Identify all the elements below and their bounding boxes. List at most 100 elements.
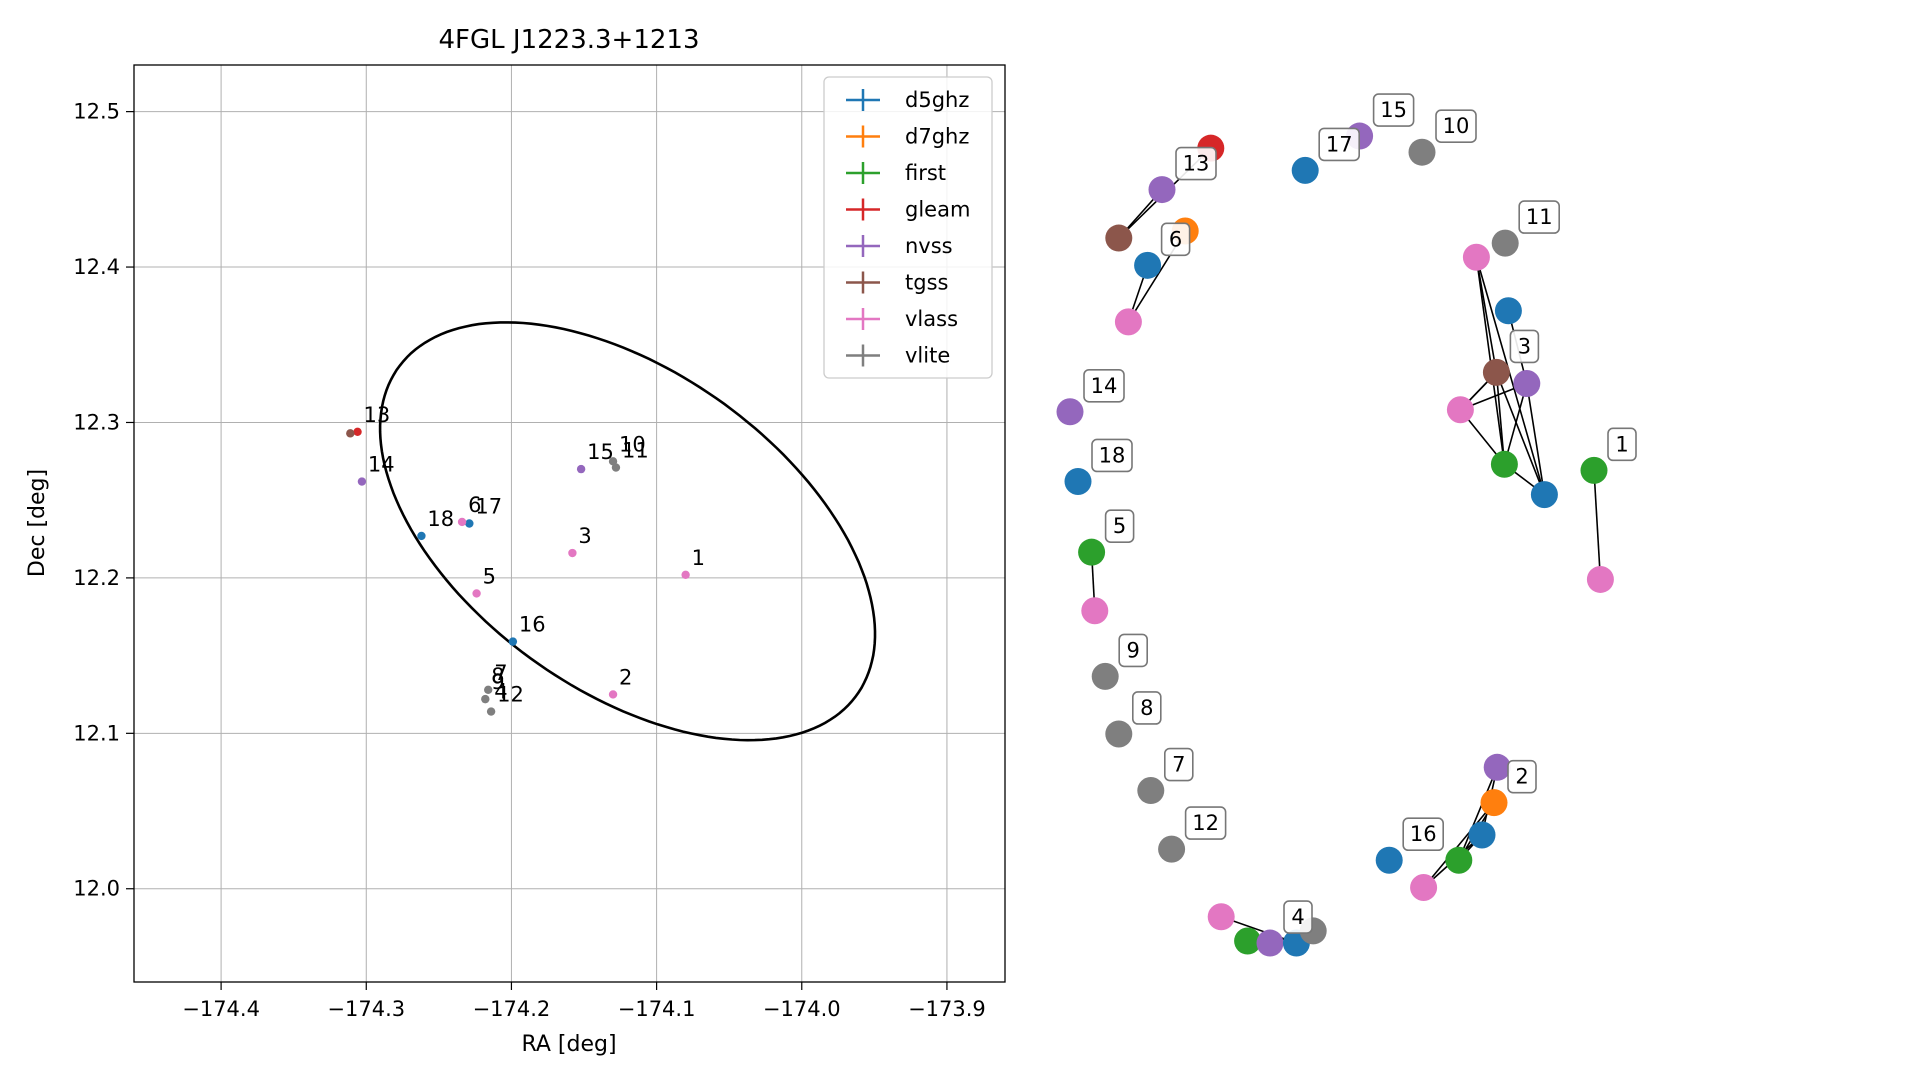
network-node-vlass: [1410, 873, 1438, 901]
point-vlite: [611, 463, 621, 472]
network-label: 8: [1132, 691, 1162, 725]
network-label-box: [1402, 817, 1444, 852]
network-label-box: [1509, 329, 1540, 364]
network-label: 11: [1518, 200, 1560, 234]
network-node-nvss: [1483, 753, 1511, 781]
point-d5ghz: [508, 637, 518, 646]
network-node-vlass: [1446, 396, 1474, 424]
network-label: 10: [1435, 109, 1477, 144]
network-label-box: [1184, 806, 1227, 840]
point-tgss: [346, 429, 355, 438]
point-annotation: 1: [692, 546, 705, 570]
x-tick-label: −173.9: [908, 997, 986, 1021]
network-edge: [1526, 383, 1546, 495]
point-annotation: 16: [519, 613, 546, 637]
network-label: 4: [1283, 900, 1313, 934]
network-labels: 13 6 17 15 10 11 3 1 14 18 5 9 8 7 12 4 16 2: [1083, 93, 1637, 934]
network-node-vlite: [1137, 777, 1165, 805]
network-label: 15: [1372, 93, 1415, 127]
error-ellipse: [378, 321, 877, 742]
network-label: 9: [1118, 633, 1148, 668]
network-node-first: [1445, 846, 1473, 874]
network-label-text: 17: [1326, 132, 1353, 156]
network-node-d7ghz: [1480, 789, 1508, 817]
point-nvss: [576, 464, 586, 474]
legend-label-first: first: [905, 161, 946, 185]
network-node-d5ghz: [1064, 467, 1092, 495]
network-label-box: [1104, 509, 1135, 543]
network-label-text: 16: [1410, 822, 1437, 846]
point-nvss: [357, 477, 367, 486]
network-label-box: [1083, 368, 1125, 403]
network-node-first: [1234, 927, 1262, 955]
network-label-text: 11: [1526, 205, 1553, 229]
network-edge: [1458, 766, 1498, 861]
point-d5ghz: [417, 531, 426, 541]
y-tick-label: 12.3: [73, 410, 120, 434]
network-label: 7: [1164, 747, 1194, 782]
network-label: 14: [1083, 368, 1125, 403]
point-annotation: 8: [491, 664, 504, 688]
x-tick-label: −174.2: [473, 997, 551, 1021]
point-annotation: 17: [475, 495, 502, 519]
ellipse-layer: [378, 321, 877, 742]
network-label-box: [1435, 109, 1477, 144]
network-label-box: [1507, 759, 1537, 794]
legend-label-tgss: tgss: [905, 271, 948, 295]
y-tick-label: 12.5: [73, 100, 120, 124]
point-annotation: 9: [491, 670, 504, 694]
network-label-box: [1160, 222, 1191, 257]
network-label-box: [1118, 633, 1148, 668]
point-annotation: 13: [364, 403, 391, 427]
point-vlite: [486, 707, 496, 716]
network-label-text: 8: [1140, 696, 1153, 720]
network-label: 5: [1104, 509, 1135, 543]
point-vlass: [457, 517, 467, 527]
network-label-box: [1132, 691, 1162, 725]
point-annotation: 7: [494, 661, 507, 685]
network-nodes: [1056, 122, 1614, 957]
network-edge: [1503, 383, 1528, 465]
network-label-box: [1164, 747, 1194, 782]
point-annotation: 10: [619, 432, 646, 456]
legend-label-vlite: vlite: [905, 344, 950, 368]
network-node-vlass: [1586, 565, 1614, 593]
legend-label-d5ghz: d5ghz: [905, 88, 969, 112]
network-label-text: 18: [1099, 443, 1126, 467]
network-label-text: 1: [1615, 432, 1628, 456]
x-tick-label: −174.4: [182, 997, 260, 1021]
network-edge: [1422, 802, 1495, 889]
network-edge: [1593, 470, 1602, 580]
point-d5ghz: [465, 519, 474, 528]
legend: d5ghz d7ghz first gleam nvss tgss vlass vlite: [823, 76, 993, 379]
network-node-vlass: [1462, 243, 1490, 271]
network-label: 17: [1318, 127, 1360, 162]
point-vlite: [481, 694, 490, 704]
network-node-d5ghz: [1494, 297, 1522, 325]
x-tick-label: −174.0: [763, 997, 841, 1021]
chart-title: 4FGL J1223.3+1213: [439, 25, 700, 55]
legend-items: d5ghz d7ghz first gleam nvss tgss vlass vlite: [846, 88, 970, 368]
network-node-tgss: [1105, 224, 1133, 252]
network-node-vlite: [1408, 138, 1436, 166]
network-label: 1: [1607, 427, 1637, 462]
network-label-text: 5: [1113, 514, 1126, 538]
network-label: 16: [1402, 817, 1444, 852]
plot-frame: [133, 64, 1006, 983]
network-label: 13: [1175, 146, 1217, 181]
network-node-d5ghz: [1375, 846, 1403, 874]
network-node-nvss: [1148, 176, 1176, 204]
network-node-nvss: [1056, 398, 1084, 426]
network-node-vlass: [1081, 597, 1109, 625]
network-label-box: [1518, 200, 1560, 234]
network-label-text: 10: [1443, 114, 1470, 138]
x-tick-label: −174.1: [618, 997, 696, 1021]
network-node-nvss: [1513, 370, 1541, 397]
legend-label-nvss: nvss: [905, 234, 953, 258]
point-annotation: 18: [427, 507, 454, 531]
network-node-vlite: [1158, 835, 1186, 863]
network-label-box: [1372, 93, 1415, 127]
network-label: 12: [1184, 806, 1227, 840]
